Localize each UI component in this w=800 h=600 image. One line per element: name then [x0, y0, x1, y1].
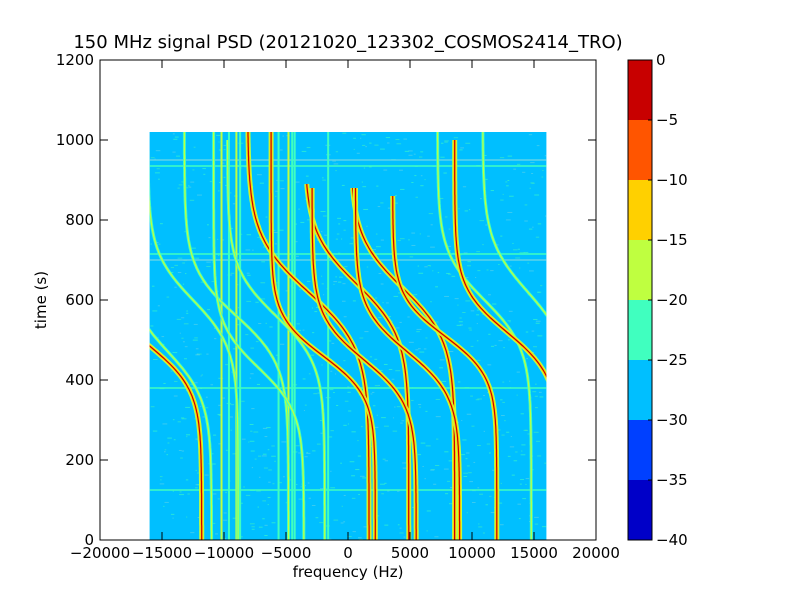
x-tick-label: 20000	[572, 544, 620, 562]
y-tick-label: 600	[65, 291, 94, 309]
y-tick-label: 1200	[56, 51, 94, 69]
y-tick-label: 1000	[56, 131, 94, 149]
faint-doppler-curve-core	[482, 132, 547, 316]
x-tick-label: 10000	[448, 544, 496, 562]
colorbar: 0 −5 −10 −15 −20 −25 −30 −35 −40	[627, 51, 688, 549]
doppler-curve-core	[247, 132, 370, 540]
doppler-curve-core	[392, 196, 498, 540]
x-tick-label: 5000	[391, 544, 429, 562]
doppler-curve-core	[270, 132, 376, 540]
x-axis-label: frequency (Hz)	[293, 563, 404, 581]
colorbar-level	[628, 60, 652, 120]
x-tick-label: −5000	[261, 544, 312, 562]
x-tick-label: −15000	[132, 544, 192, 562]
colorbar-level	[628, 180, 652, 240]
colorbar-level	[628, 300, 652, 360]
y-tick-label: 400	[65, 371, 94, 389]
colorbar-level	[628, 480, 652, 540]
doppler-curve-core	[311, 188, 417, 540]
y-tick-label: 0	[84, 531, 94, 549]
colorbar-tick-label: −10	[656, 171, 688, 189]
colorbar-tick-label: −5	[656, 111, 678, 129]
y-tick-label: 800	[65, 211, 94, 229]
colorbar-level	[628, 360, 652, 420]
colorbar-tick-label: −35	[656, 471, 688, 489]
colorbar-tick-label: −40	[656, 531, 688, 549]
doppler-curve-core	[354, 188, 461, 540]
y-axis-label: time (s)	[32, 271, 50, 329]
colorbar-tick-label: 0	[656, 51, 666, 69]
faint-doppler-curve-core	[213, 132, 305, 540]
faint-doppler-curve-core	[226, 140, 326, 540]
x-tick-label: −20000	[70, 544, 130, 562]
colorbar-level	[628, 420, 652, 480]
colorbar-tick-label: −20	[656, 291, 688, 309]
axes: −20000 −15000 −10000 −5000 0 5000 10000 15000 20…	[56, 51, 620, 562]
faint-doppler-curve-core	[149, 329, 213, 540]
colorbar-tick-label: −30	[656, 411, 688, 429]
doppler-curve-core	[149, 345, 203, 540]
colorbar-level	[628, 120, 652, 180]
chart-title: 150 MHz signal PSD (20121020_123302_COSM…	[73, 32, 622, 53]
plot-area	[149, 132, 547, 540]
y-tick-label: 200	[65, 451, 94, 469]
colorbar-level	[628, 240, 652, 300]
doppler-curve-core	[352, 187, 456, 540]
x-tick-label: 15000	[510, 544, 558, 562]
x-tick-label: 0	[343, 544, 353, 562]
doppler-curve-core	[454, 140, 547, 378]
colorbar-tick-label: −25	[656, 351, 688, 369]
faint-doppler-curve-core	[149, 195, 239, 540]
faint-doppler-curve-core	[183, 132, 290, 540]
heatmap-features	[149, 132, 547, 540]
doppler-curve-core	[306, 183, 410, 540]
x-tick-label: −10000	[194, 544, 254, 562]
colorbar-tick-label: −15	[656, 231, 688, 249]
